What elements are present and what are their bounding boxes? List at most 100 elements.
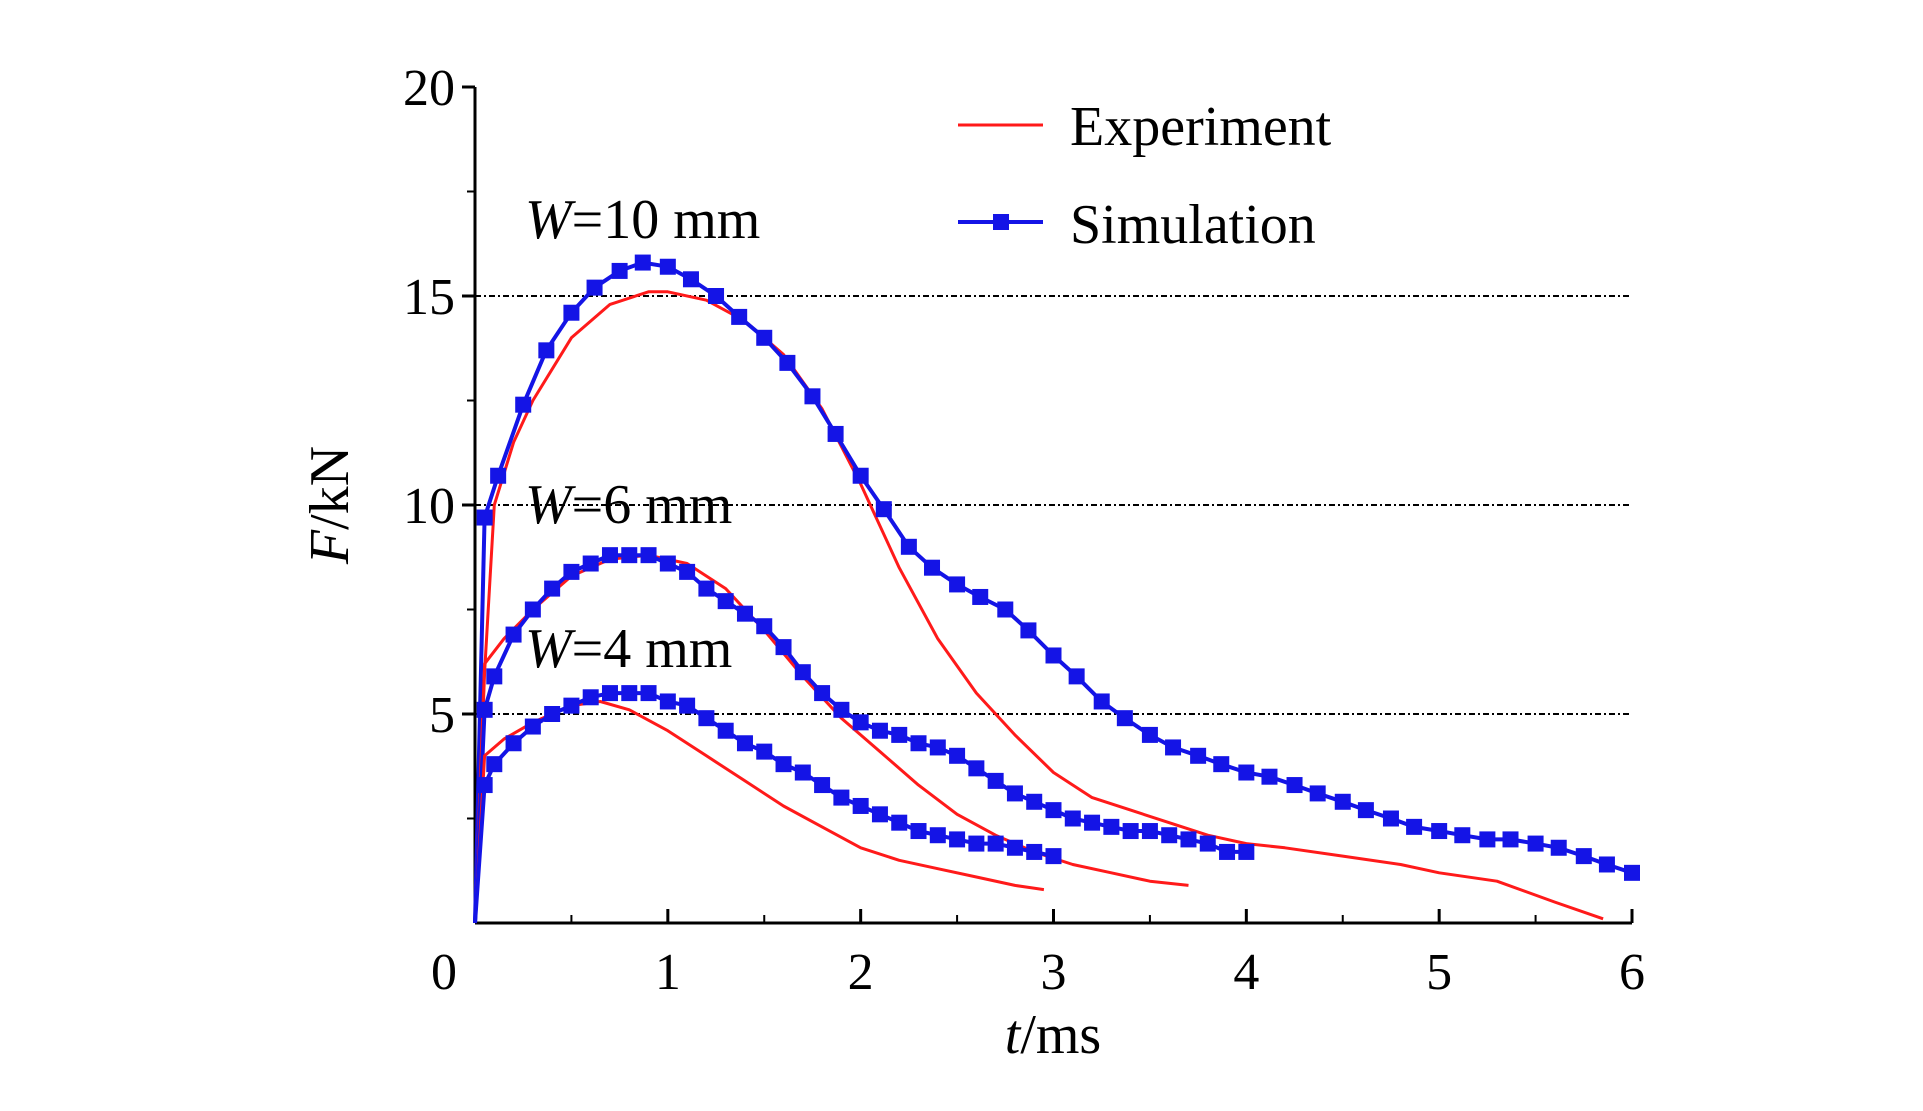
simulation-marker bbox=[708, 288, 725, 304]
simulation-marker bbox=[544, 580, 561, 597]
simulation-marker bbox=[717, 593, 734, 610]
simulation-marker bbox=[515, 396, 532, 413]
simulation-marker bbox=[987, 772, 1004, 789]
simulation-marker bbox=[871, 722, 888, 739]
simulation-marker bbox=[972, 588, 989, 605]
simulation-marker bbox=[814, 685, 831, 702]
simulation-marker bbox=[476, 701, 493, 718]
simulation-marker bbox=[505, 735, 522, 752]
x-tick-label: 3 bbox=[1041, 944, 1067, 1001]
simulation-marker bbox=[1122, 823, 1139, 840]
simulation-marker bbox=[476, 777, 493, 794]
simulation-marker bbox=[736, 605, 753, 622]
x-tick-label: 2 bbox=[848, 944, 874, 1001]
simulation-marker bbox=[582, 555, 599, 572]
simulation-marker bbox=[1238, 843, 1255, 860]
simulation-marker bbox=[875, 501, 892, 518]
simulation-marker bbox=[601, 547, 618, 564]
simulation-marker bbox=[634, 254, 651, 271]
x-tick-label: 5 bbox=[1426, 944, 1452, 1001]
simulation-marker bbox=[698, 580, 715, 597]
simulation-marker bbox=[486, 756, 503, 773]
simulation-marker bbox=[756, 618, 773, 635]
simulation-marker bbox=[779, 354, 796, 371]
series bbox=[473, 254, 1640, 924]
simulation-marker bbox=[1045, 848, 1062, 865]
simulation-marker bbox=[1624, 864, 1640, 881]
simulation-marker bbox=[1020, 622, 1037, 639]
simulation-marker bbox=[1502, 831, 1519, 848]
simulation-marker bbox=[1180, 831, 1197, 848]
simulation-marker bbox=[910, 823, 927, 840]
x-tick-label: 1 bbox=[655, 944, 681, 1001]
simulation-marker bbox=[949, 831, 966, 848]
simulation-marker bbox=[852, 797, 869, 814]
annotation-w6: W=6 mm bbox=[525, 474, 732, 536]
simulation-marker bbox=[640, 547, 657, 564]
simulation-marker bbox=[1026, 793, 1043, 810]
simulation-marker bbox=[833, 789, 850, 806]
simulation-marker bbox=[968, 760, 985, 777]
simulation-marker bbox=[1026, 843, 1043, 860]
simulation-marker bbox=[1045, 802, 1062, 819]
simulation-marker bbox=[929, 827, 946, 844]
simulation-marker bbox=[929, 739, 946, 756]
simulation-marker bbox=[563, 304, 580, 321]
simulation-marker bbox=[1093, 693, 1110, 710]
simulation-marker bbox=[1141, 823, 1158, 840]
simulation-marker bbox=[640, 685, 657, 702]
simulation-marker bbox=[833, 701, 850, 718]
y-tick-label: 20 bbox=[403, 60, 455, 117]
y-axis-title: F/kN bbox=[299, 446, 361, 565]
simulation-marker bbox=[968, 835, 985, 852]
simulation-marker bbox=[621, 685, 638, 702]
simulation-marker bbox=[717, 722, 734, 739]
legend-label-experiment: Experiment bbox=[1070, 96, 1332, 158]
simulation-line-4mm bbox=[473, 691, 1054, 924]
simulation-marker bbox=[1103, 818, 1120, 835]
simulation-marker bbox=[490, 467, 507, 484]
simulation-marker bbox=[1357, 802, 1374, 819]
simulation-marker bbox=[731, 308, 748, 325]
simulation-marker bbox=[900, 538, 917, 555]
simulation-marker bbox=[852, 714, 869, 731]
simulation-marker bbox=[1068, 668, 1085, 685]
simulation-marker bbox=[756, 743, 773, 760]
simulation-marker bbox=[524, 601, 541, 618]
simulation-marker bbox=[1165, 739, 1182, 756]
simulation-marker bbox=[1064, 810, 1081, 827]
simulation-marker bbox=[1382, 810, 1399, 827]
legend: Experiment Simulation bbox=[958, 96, 1332, 256]
simulation-marker bbox=[486, 668, 503, 685]
simulation-marker bbox=[524, 718, 541, 735]
y-tick-label: 5 bbox=[429, 687, 455, 744]
simulation-marker bbox=[1190, 747, 1207, 764]
simulation-marker bbox=[804, 388, 821, 405]
simulation-marker bbox=[827, 425, 844, 442]
simulation-marker bbox=[891, 814, 908, 831]
simulation-marker bbox=[601, 685, 618, 702]
experiment-line-10mm bbox=[473, 290, 1604, 924]
experiment-line-4mm bbox=[473, 700, 1045, 924]
simulation-marker bbox=[1161, 827, 1178, 844]
simulation-marker bbox=[1406, 818, 1423, 835]
simulation-marker bbox=[1141, 726, 1158, 743]
simulation-marker bbox=[1575, 848, 1592, 865]
simulation-marker bbox=[505, 626, 522, 643]
simulation-line-10mm bbox=[473, 260, 1633, 924]
simulation-marker bbox=[997, 601, 1014, 618]
simulation-marker bbox=[679, 563, 696, 580]
simulation-marker bbox=[698, 710, 715, 727]
experiment-line-6mm bbox=[473, 553, 1189, 924]
simulation-marker bbox=[659, 693, 676, 710]
simulation-marker bbox=[1598, 856, 1615, 873]
y-tick-label: 10 bbox=[403, 478, 455, 535]
simulation-marker bbox=[1213, 756, 1230, 773]
simulation-marker bbox=[611, 262, 628, 279]
simulation-marker bbox=[544, 706, 561, 722]
simulation-marker bbox=[852, 467, 869, 484]
simulation-marker bbox=[1261, 768, 1278, 785]
simulation-marker bbox=[1550, 839, 1567, 856]
simulation-marker bbox=[1084, 814, 1101, 831]
